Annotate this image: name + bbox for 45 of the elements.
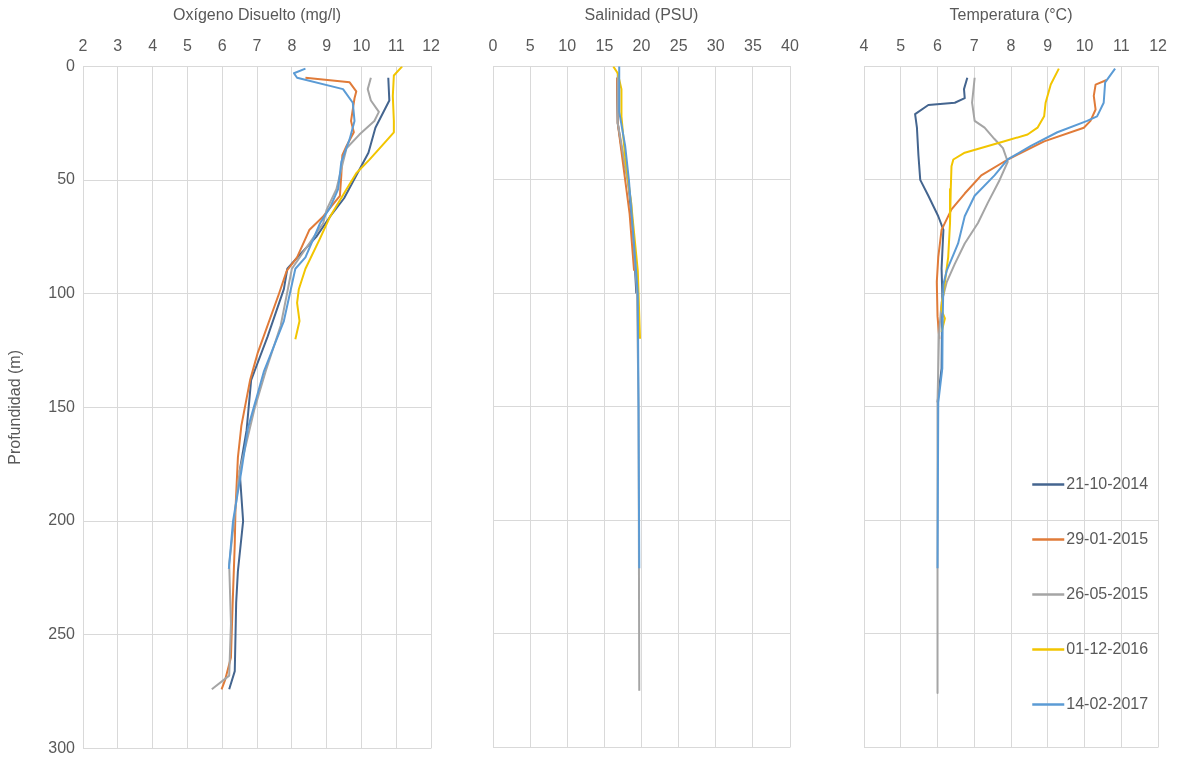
x-tick-label: 3 xyxy=(113,37,123,55)
x-tick-label: 8 xyxy=(1006,37,1016,55)
y-tick-label: 50 xyxy=(57,170,76,188)
y-tick-label: 250 xyxy=(48,625,76,643)
x-tick-label: 11 xyxy=(1113,37,1130,55)
y-tick-label: 150 xyxy=(48,397,76,415)
x-tick-label: 7 xyxy=(252,37,262,55)
legend-label: 29-01-2015 xyxy=(1066,529,1149,547)
legend-label: 01-12-2016 xyxy=(1066,639,1149,657)
x-tick-label: 10 xyxy=(1075,37,1094,55)
y-tick-label: 100 xyxy=(48,284,76,302)
x-axis-title: Oxígeno Disuelto (mg/l) xyxy=(173,6,342,24)
legend-label: 26-05-2015 xyxy=(1066,584,1149,602)
x-tick-label: 7 xyxy=(969,37,979,55)
x-tick-label: 0 xyxy=(488,37,498,55)
x-tick-label: 12 xyxy=(422,37,441,55)
y-tick-label: 0 xyxy=(66,56,76,74)
legend-label: 14-02-2017 xyxy=(1066,694,1149,712)
x-tick-label: 5 xyxy=(525,37,535,55)
x-tick-label: 35 xyxy=(743,37,762,55)
x-tick-label: 12 xyxy=(1149,37,1168,55)
x-tick-label: 5 xyxy=(896,37,906,55)
x-axis-title: Temperatura (°C) xyxy=(949,6,1073,24)
x-tick-label: 5 xyxy=(182,37,192,55)
x-axis-title: Salinidad (PSU) xyxy=(584,6,699,24)
x-tick-label: 6 xyxy=(933,37,943,55)
x-tick-label: 30 xyxy=(706,37,725,55)
x-tick-label: 4 xyxy=(859,37,869,55)
x-tick-label: 4 xyxy=(148,37,158,55)
y-tick-label: 300 xyxy=(48,738,76,756)
x-tick-label: 9 xyxy=(1043,37,1053,55)
x-tick-label: 9 xyxy=(322,37,332,55)
y-tick-label: 200 xyxy=(48,511,76,529)
x-tick-label: 20 xyxy=(632,37,651,55)
x-tick-label: 2 xyxy=(78,37,88,55)
x-tick-label: 25 xyxy=(669,37,688,55)
legend-label: 21-10-2014 xyxy=(1066,474,1149,492)
x-tick-label: 10 xyxy=(558,37,577,55)
x-tick-label: 8 xyxy=(287,37,297,55)
x-tick-label: 11 xyxy=(387,37,405,55)
x-tick-label: 10 xyxy=(352,37,371,55)
y-axis-title: Profundidad (m) xyxy=(6,350,24,465)
x-tick-label: 40 xyxy=(781,37,799,55)
x-tick-label: 15 xyxy=(595,37,614,55)
x-tick-label: 6 xyxy=(217,37,227,55)
